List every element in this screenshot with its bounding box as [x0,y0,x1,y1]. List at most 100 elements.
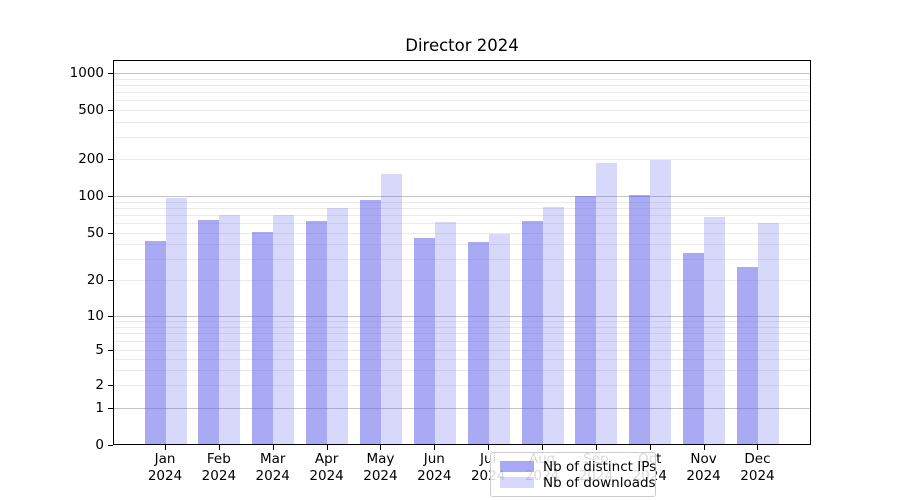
bar-ips-may [359,200,381,445]
xtick-mark-feb [218,445,220,450]
gridline-major-100 [113,196,811,197]
bar-downloads-nov [704,217,726,445]
gridline-minor-80 [113,207,811,209]
ytick-mark-1000 [108,73,113,74]
xtick-label-dec: Dec 2024 [740,451,775,484]
bar-ips-sep [575,196,597,445]
gridline-minor-7 [113,333,811,335]
xtick-mark-dec [757,445,759,450]
legend-row-downloads: Nb of downloads [500,475,656,491]
bar-ips-oct [629,194,651,445]
gridline-minor-70 [113,215,811,217]
xtick-mark-jan [165,445,166,450]
bar-ips-dec [736,266,758,445]
ytick-mark-5 [108,350,113,351]
gridline-minor-900 [113,78,811,80]
xtick-label-jan: Jan 2024 [147,451,183,484]
ytick-mark-50 [108,233,113,234]
bar-ips-apr [306,220,328,445]
bar-downloads-aug [542,207,564,445]
ytick-mark-20 [108,280,113,281]
xtick-mark-sep [595,445,597,450]
xtick-mark-aug [542,445,544,450]
xtick-mark-may [380,445,382,450]
gridline-major-10 [113,316,811,317]
ytick-mark-10 [108,316,113,317]
gridline-minor-3 [113,369,811,371]
ytick-label-2: 2 [95,377,104,393]
bar-downloads-jan [165,197,187,445]
xtick-label-mar: Mar 2024 [255,451,290,484]
gridline-minor-90 [113,201,811,203]
bar-downloads-may [380,174,402,445]
bar-downloads-apr [327,207,349,445]
bar-downloads-sep [596,162,618,445]
bar-downloads-feb [219,215,241,445]
bar-ips-jan [144,240,166,445]
bar-ips-aug [521,220,543,445]
xtick-label-nov: Nov 2024 [686,451,721,484]
gridline-minor-30 [113,259,811,261]
gridline-minor-600 [113,100,811,102]
xtick-label-may: May 2024 [363,451,398,484]
xtick-mark-mar [272,445,274,450]
gridline-minor-20 [113,280,811,281]
bar-downloads-dec [757,223,779,445]
gridline-minor-800 [113,84,811,86]
xtick-mark-apr [326,445,328,450]
legend-label-downloads: Nb of downloads [543,474,656,491]
gridline-minor-2 [113,385,811,386]
ytick-label-1: 1 [95,400,104,416]
legend-swatch-downloads [500,477,534,488]
ytick-label-1000: 1000 [69,65,104,81]
legend-label-distinct-ips: Nb of distinct IPs [543,458,657,475]
ytick-label-10: 10 [86,308,104,324]
xtick-mark-jul [488,445,490,450]
ytick-label-200: 200 [78,151,104,167]
gridline-minor-9 [113,321,811,323]
ytick-mark-500 [108,110,113,111]
gridline-minor-700 [113,92,811,94]
bar-downloads-mar [273,215,295,445]
gridline-minor-50 [113,233,811,234]
gridline-minor-8 [113,326,811,328]
chart-title: Director 2024 [405,36,519,55]
gridline-major-1000 [113,73,811,74]
gridline-minor-6 [113,341,811,343]
xtick-mark-oct [649,445,651,450]
ytick-label-20: 20 [86,272,104,288]
ytick-mark-2 [108,385,113,386]
xtick-label-jun: Jun 2024 [417,451,452,484]
bar-downloads-jul [488,234,510,445]
gridline-minor-200 [113,159,811,160]
legend-row-ips: Nb of distinct IPs [500,459,656,475]
legend-swatch-distinct-ips [500,461,534,472]
legend: Nb of distinct IPs Nb of downloads [490,452,656,497]
bar-downloads-oct [650,159,672,445]
bar-ips-jun [413,238,435,445]
gridline-minor-60 [113,223,811,225]
xtick-label-feb: Feb 2024 [201,451,237,484]
ytick-mark-200 [108,159,113,160]
ytick-label-5: 5 [95,342,104,358]
xtick-mark-nov [703,445,705,450]
gridline-minor-400 [113,121,811,123]
gridline-major-1 [113,408,811,409]
ytick-label-500: 500 [78,102,104,118]
ytick-mark-1 [108,408,113,409]
bar-downloads-jun [434,222,456,445]
xtick-label-apr: Apr 2024 [309,451,344,484]
gridline-minor-500 [113,110,811,111]
bar-ips-nov [683,252,705,445]
gridline-minor-4 [113,358,811,360]
bar-ips-mar [252,231,274,445]
ytick-label-100: 100 [78,188,104,204]
ytick-label-50: 50 [86,225,104,241]
gridline-minor-5 [113,350,811,351]
bar-ips-jul [467,241,489,445]
plot-area: Nb of distinct IPs Nb of downloads [113,60,811,497]
gridline-minor-300 [113,137,811,139]
xtick-mark-jun [434,445,436,450]
ytick-mark-100 [108,196,113,197]
